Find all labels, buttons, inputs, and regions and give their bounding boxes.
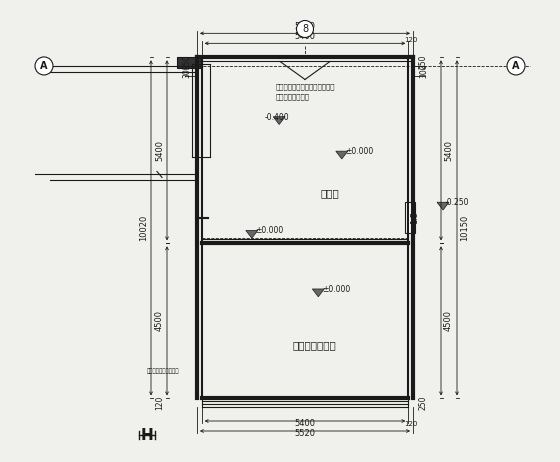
Text: 5520: 5520 <box>295 429 315 438</box>
Text: 250: 250 <box>182 55 191 69</box>
Text: H: H <box>141 427 153 443</box>
Text: 控制室: 控制室 <box>321 188 339 198</box>
Text: 300: 300 <box>182 63 191 78</box>
Text: 1.5: 1.5 <box>410 211 419 224</box>
Text: ±0.000: ±0.000 <box>346 147 374 156</box>
Text: 250: 250 <box>419 55 428 69</box>
Polygon shape <box>273 117 285 125</box>
Text: 10020: 10020 <box>139 215 148 241</box>
Text: 8: 8 <box>302 24 308 34</box>
Text: -0.400: -0.400 <box>265 113 290 122</box>
Text: -0.250: -0.250 <box>445 198 469 207</box>
Polygon shape <box>437 202 449 210</box>
Text: 风机．空压机室: 风机．空压机室 <box>292 340 336 350</box>
Text: ±0.000: ±0.000 <box>322 285 351 294</box>
Text: ±0.000: ±0.000 <box>256 226 284 235</box>
Text: A: A <box>512 61 520 71</box>
Polygon shape <box>312 289 324 297</box>
Text: 电气专业须留电量: 电气专业须留电量 <box>276 94 309 100</box>
Text: 120: 120 <box>155 395 164 410</box>
Text: 120: 120 <box>404 37 417 43</box>
Text: 5400: 5400 <box>444 140 453 161</box>
Text: 5400: 5400 <box>295 419 315 428</box>
Bar <box>405 202 416 233</box>
Text: 5400: 5400 <box>155 140 164 161</box>
Circle shape <box>507 57 525 75</box>
Text: A: A <box>40 61 48 71</box>
Text: 5400: 5400 <box>295 32 315 41</box>
Text: 120: 120 <box>404 421 417 427</box>
Circle shape <box>35 57 53 75</box>
Text: 跨距按其规格当上土平: 跨距按其规格当上土平 <box>147 368 179 374</box>
Text: 控制室采用机械通风及热泵系统: 控制室采用机械通风及热泵系统 <box>276 83 335 90</box>
Text: 5520: 5520 <box>295 22 315 31</box>
Polygon shape <box>246 231 258 238</box>
Text: 10150: 10150 <box>460 215 469 241</box>
Bar <box>177 57 202 67</box>
Polygon shape <box>336 151 348 159</box>
Text: 300: 300 <box>419 63 428 78</box>
Circle shape <box>296 20 314 37</box>
Text: 4500: 4500 <box>444 310 453 331</box>
Text: 250: 250 <box>419 395 428 410</box>
Text: 4500: 4500 <box>155 310 164 331</box>
